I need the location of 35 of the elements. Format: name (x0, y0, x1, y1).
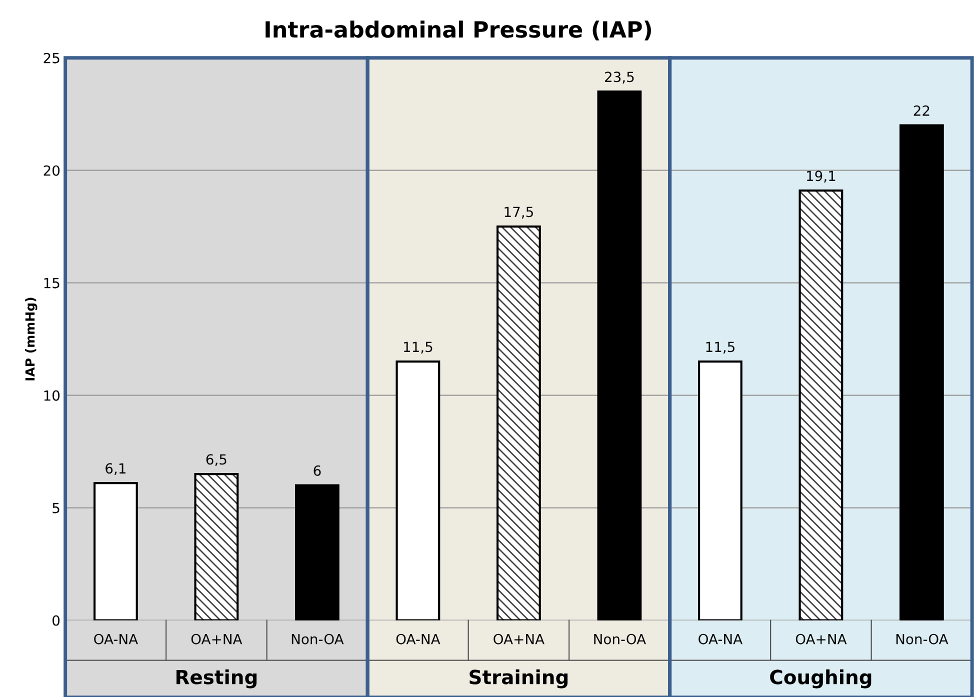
y-tick-label: 10 (44, 390, 60, 401)
x-tick-label: OA+NA (796, 634, 847, 644)
x-tick-label: Non-OA (594, 634, 646, 644)
x-tick-label: OA-NA (94, 634, 138, 644)
data-label: 6,5 (206, 454, 226, 466)
y-tick-label: 20 (44, 165, 60, 176)
bar (93, 482, 138, 620)
text: Straining (470, 669, 568, 688)
bar (899, 124, 944, 620)
bar (698, 360, 742, 620)
bar (597, 90, 642, 620)
bar (294, 484, 340, 620)
x-tick-label: OA+NA (494, 634, 544, 644)
x-tick-label: OA-NA (396, 634, 440, 644)
y-tick-label: 0 (52, 615, 60, 626)
text: Resting (176, 669, 257, 688)
y-tick-label: 15 (44, 278, 60, 288)
y-tick-label: 5 (52, 502, 60, 514)
data-label: 23,5 (605, 72, 634, 84)
x-tick-label: Non-OA (896, 634, 948, 644)
data-label: 19,1 (807, 170, 836, 183)
text: Coughing (770, 669, 872, 688)
data-label: 11,5 (706, 342, 734, 354)
data-label: 6,1 (106, 463, 126, 476)
data-label: 22 (914, 105, 930, 116)
bar (396, 360, 440, 620)
data-label: 6 (314, 465, 321, 476)
chart-title: Intra-abdominal Pressure (IAP) (266, 20, 652, 40)
data-label: 17,5 (504, 206, 533, 219)
x-tick-label: OA-NA (698, 634, 742, 644)
data-label: 11,5 (404, 342, 432, 354)
x-tick-label: Non-OA (292, 634, 344, 644)
y-tick-label: 25 (44, 52, 60, 64)
x-tick-label: OA+NA (191, 634, 242, 644)
y-axis-title: IAP (mmHg) (25, 298, 38, 380)
